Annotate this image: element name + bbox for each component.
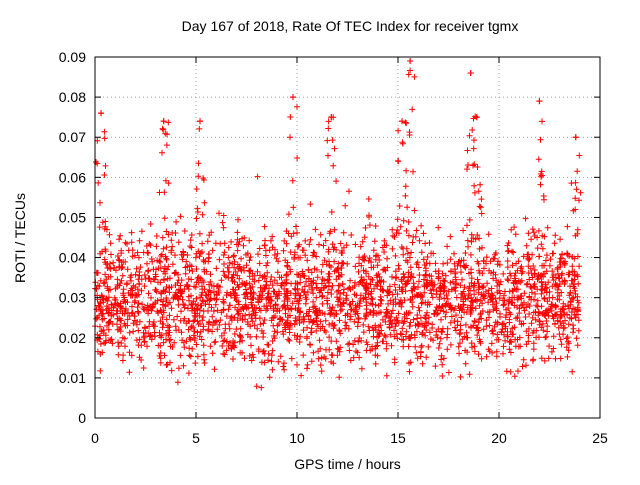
x-tick-label: 10 xyxy=(289,430,305,446)
y-tick-label: 0.06 xyxy=(59,169,86,185)
y-tick-label: 0.01 xyxy=(59,370,86,386)
x-tick-label: 0 xyxy=(91,430,99,446)
y-tick-label: 0.03 xyxy=(59,290,86,306)
y-tick-label: 0.08 xyxy=(59,89,86,105)
y-axis-label: ROTI / TECUs xyxy=(12,193,28,283)
x-tick-label: 20 xyxy=(491,430,507,446)
axis-ticks: 0 0.01 0.02 0.03 0.04 0.05 0.06 0.07 0.08 0.09 0 5 1… xyxy=(59,49,608,446)
y-tick-label: 0.09 xyxy=(59,49,86,65)
peak-point xyxy=(197,118,204,125)
peak-point xyxy=(407,58,414,65)
peak-point xyxy=(473,114,480,121)
y-tick-label: 0.02 xyxy=(59,330,86,346)
peak-point xyxy=(399,118,406,125)
x-tick-label: 5 xyxy=(192,430,200,446)
y-tick-label: 0.05 xyxy=(59,209,86,225)
peak-point xyxy=(160,118,167,125)
data-points xyxy=(92,58,584,391)
scatter-markers xyxy=(92,58,584,391)
x-tick-label: 15 xyxy=(390,430,406,446)
peak-point xyxy=(572,134,579,141)
y-tick-label: 0 xyxy=(78,410,86,426)
grid xyxy=(95,57,600,418)
x-tick-label: 25 xyxy=(592,430,608,446)
plot-frame xyxy=(94,56,601,419)
y-tick-label: 0.07 xyxy=(59,129,86,145)
peak-point xyxy=(98,110,105,117)
peak-point xyxy=(328,114,335,121)
peak-point xyxy=(289,94,296,101)
y-tick-label: 0.04 xyxy=(59,250,86,266)
peak-point xyxy=(536,98,543,105)
peak-point xyxy=(467,70,474,77)
chart-title: Day 167 of 2018, Rate Of TEC Index for r… xyxy=(181,18,519,34)
x-axis-label: GPS time / hours xyxy=(294,456,401,472)
